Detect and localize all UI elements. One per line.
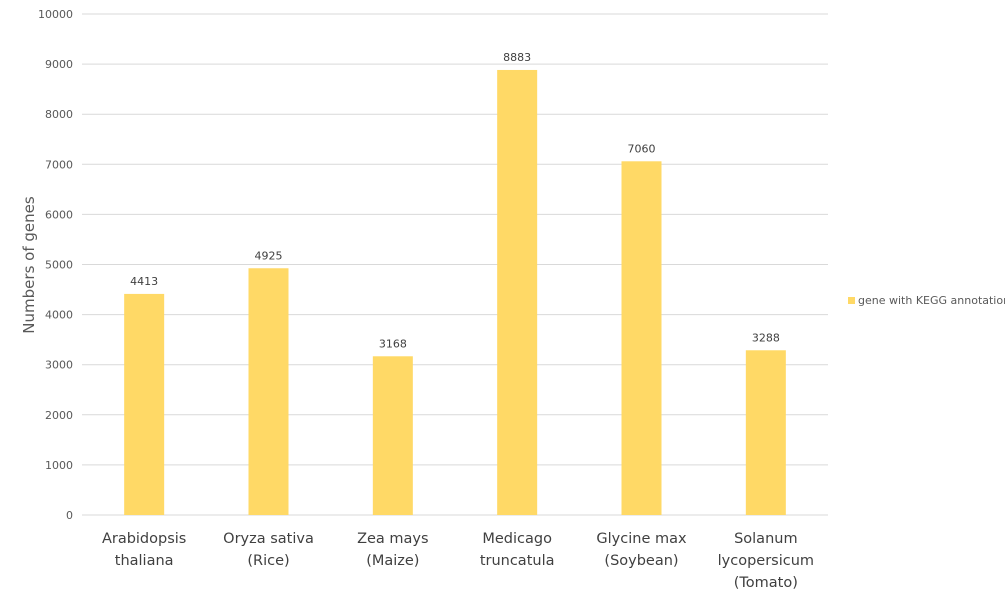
bar <box>124 293 165 515</box>
value-label: 4925 <box>255 249 283 262</box>
y-tick-label: 4000 <box>45 309 73 322</box>
x-tick-label: Medicago truncatula <box>479 531 555 569</box>
bar <box>621 161 662 515</box>
x-tick-label: Oryza sativa (Rice) <box>223 531 314 569</box>
y-tick-label: 8000 <box>45 108 73 121</box>
y-tick-label: 6000 <box>45 208 73 221</box>
value-label: 7060 <box>628 142 656 155</box>
x-tick-label: Glycine max (Soybean) <box>596 531 687 569</box>
bar <box>497 69 538 515</box>
y-tick-label: 3000 <box>45 359 73 372</box>
y-tick-label: 10000 <box>38 8 73 21</box>
y-tick-label: 0 <box>66 509 73 522</box>
value-label: 8883 <box>503 51 531 64</box>
y-tick-label: 7000 <box>45 158 73 171</box>
bar <box>745 350 786 515</box>
y-axis-title: Numbers of genes <box>20 196 38 334</box>
y-tick-label: 5000 <box>45 259 73 272</box>
value-label: 4413 <box>130 275 158 288</box>
legend-label: gene with KEGG annotation <box>858 294 1005 307</box>
bar <box>372 356 413 515</box>
x-tick-label: Solanum lycopersicum (Tomato) <box>717 531 815 591</box>
y-tick-label: 1000 <box>45 459 73 472</box>
legend-swatch <box>848 297 855 304</box>
value-label: 3168 <box>379 337 407 350</box>
x-tick-label: Arabidopsis thaliana <box>101 531 187 569</box>
value-label: 3288 <box>752 331 780 344</box>
bar <box>248 268 289 515</box>
y-tick-label: 9000 <box>45 58 73 71</box>
x-tick-label: Zea mays (Maize) <box>357 531 429 569</box>
y-tick-label: 2000 <box>45 409 73 422</box>
